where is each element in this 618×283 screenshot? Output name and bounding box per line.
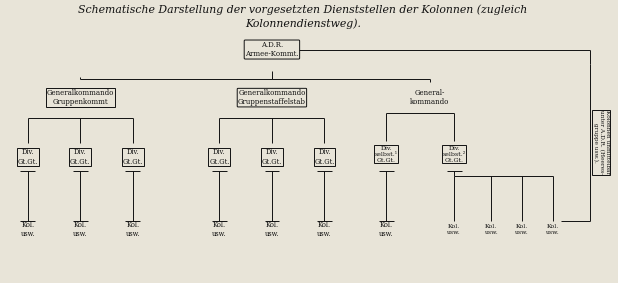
Text: Kol.
usw.: Kol. usw. [317,221,332,238]
Text: Kol.
usw.: Kol. usw. [212,221,227,238]
Text: Div.
Gt.Gt.: Div. Gt.Gt. [17,149,38,166]
Text: Kol.
usw.: Kol. usw. [546,224,560,235]
Text: Kol.
usw.: Kol. usw. [265,221,279,238]
Text: A.D.R.
Armee-Kommt.: A.D.R. Armee-Kommt. [245,41,298,58]
Text: Div.
Gt.Gt.: Div. Gt.Gt. [209,149,230,166]
Text: Kolonnendienstweg).: Kolonnendienstweg). [245,18,361,29]
Text: Generalkommando
Gruppenkommt: Generalkommando Gruppenkommt [46,89,114,106]
Text: Kol.
usw.: Kol. usw. [485,224,498,235]
Text: Div.
Gt.Gt.: Div. Gt.Gt. [122,149,143,166]
Text: Kol.
usw.: Kol. usw. [447,224,461,235]
Text: Div.
Gt.Gt.: Div. Gt.Gt. [70,149,91,166]
Text: Div.
selbst.¹
Gt.Gt.: Div. selbst.¹ Gt.Gt. [375,146,398,162]
Text: Div.
selbst.²
Gt.Gt.: Div. selbst.² Gt.Gt. [442,146,466,162]
Text: Div.
Gt.Gt.: Div. Gt.Gt. [261,149,282,166]
Text: Kolonnen unmittelbar
unter A.D.R. (Heeres-
gruppe usw.).: Kolonnen unmittelbar unter A.D.R. (Heere… [593,110,610,175]
Text: General-
kommando: General- kommando [410,89,449,106]
Text: Kol.
usw.: Kol. usw. [73,221,88,238]
Text: Kol.
usw.: Kol. usw. [125,221,140,238]
Text: Kol.
usw.: Kol. usw. [379,221,394,238]
Text: Kol.
usw.: Kol. usw. [20,221,35,238]
Text: Schematische Darstellung der vorgesetzten Dienststellen der Kolonnen (zugleich: Schematische Darstellung der vorgesetzte… [78,4,527,15]
Text: Generalkommando
Gruppenstaffelstab: Generalkommando Gruppenstaffelstab [238,89,306,106]
Text: Div.
Gt.Gt.: Div. Gt.Gt. [314,149,335,166]
Text: Kol.
usw.: Kol. usw. [515,224,529,235]
